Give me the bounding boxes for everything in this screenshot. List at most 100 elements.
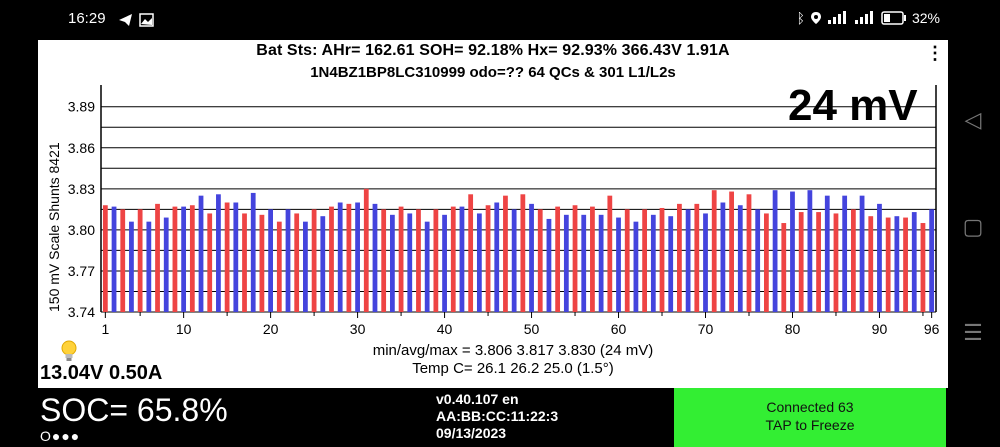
- cell-bar-82: [807, 190, 813, 312]
- cell-bar-3: [120, 209, 126, 312]
- cell-bar-85: [833, 213, 839, 312]
- x-ticks: 1 10 20 30 40 50 60 70 80 90 96: [101, 312, 940, 337]
- recents-icon[interactable]: ☰: [963, 320, 983, 345]
- chart-grid: [100, 85, 937, 313]
- cell-bar-35: [398, 206, 404, 312]
- cell-bar-66: [668, 216, 674, 312]
- battery-percent: 32%: [911, 10, 940, 26]
- cell-bar-9: [172, 206, 178, 312]
- mac-address: AA:BB:CC:11:22:3: [436, 408, 559, 424]
- status-right: ᛒ 32%: [797, 10, 940, 26]
- telegram-icon: [119, 14, 132, 26]
- cell-bar-73: [729, 191, 734, 312]
- x-tick-label: 80: [785, 321, 801, 337]
- vehicle-info-line: 1N4BZ1BP8LC310999 odo=?? 64 QCs & 301 L1…: [310, 64, 676, 81]
- overflow-menu-icon[interactable]: ⋮: [926, 43, 944, 63]
- cell-bar-42: [459, 206, 465, 312]
- cell-bar-20: [268, 209, 273, 312]
- cell-bar-77: [764, 213, 769, 312]
- cell-bar-38: [424, 221, 430, 312]
- cell-bar-29: [346, 203, 352, 312]
- cell-bar-60: [616, 217, 621, 312]
- back-icon[interactable]: ◁: [964, 107, 982, 132]
- y-tick-label: 3.77: [68, 263, 95, 279]
- navigation-bar: ◁ ▢ ☰: [948, 0, 1000, 447]
- home-icon[interactable]: ▢: [962, 214, 984, 239]
- cell-bar-55: [572, 205, 578, 312]
- cell-bar-79: [781, 223, 787, 312]
- x-tick-label: 1: [101, 321, 109, 337]
- cell-bar-59: [607, 195, 613, 312]
- cell-bar-32: [372, 203, 378, 312]
- chart-bars: [102, 188, 935, 312]
- status-icons-left: [119, 13, 154, 27]
- battery-icon: [881, 11, 906, 25]
- x-tick-label: 40: [437, 321, 453, 337]
- x-tick-label: 30: [350, 321, 366, 337]
- y-tick-label: 3.74: [68, 304, 95, 320]
- cell-bar-16: [233, 202, 239, 312]
- cell-bar-84: [824, 195, 830, 312]
- cell-bar-18: [250, 192, 256, 312]
- cell-bar-92: [894, 216, 900, 312]
- cell-bar-24: [303, 221, 308, 312]
- cell-bar-69: [694, 203, 700, 312]
- y-ticks: 3.74 3.77 3.80 3.83 3.86 3.89: [68, 99, 95, 320]
- cell-bar-49: [520, 194, 526, 312]
- cell-bar-63: [642, 209, 648, 312]
- signal-icon: [827, 11, 846, 24]
- cell-bar-48: [511, 209, 517, 312]
- cell-bar-33: [381, 209, 387, 312]
- cell-bar-40: [442, 214, 447, 312]
- aux-voltage-readout: 13.04V 0.50A: [40, 362, 163, 384]
- progress-dots: O●●●: [40, 428, 81, 444]
- cell-bar-14: [216, 194, 221, 312]
- cell-bar-15: [224, 202, 230, 312]
- connection-freeze-button[interactable]: Connected 63 TAP to Freeze: [674, 388, 946, 447]
- x-tick-label: 50: [524, 321, 540, 337]
- cell-bar-88: [859, 195, 865, 312]
- cell-bar-90: [877, 203, 882, 312]
- cell-bar-10: [181, 206, 187, 312]
- cell-bar-57: [590, 206, 595, 312]
- cell-bar-52: [546, 218, 552, 312]
- x-tick-label: 60: [611, 321, 627, 337]
- lightbulb-icon[interactable]: [58, 339, 80, 363]
- cell-bar-30: [355, 202, 360, 312]
- cell-bar-76: [755, 209, 761, 312]
- cell-bar-87: [850, 209, 856, 312]
- cell-bar-11: [189, 205, 195, 312]
- cell-bar-44: [476, 213, 482, 312]
- cell-bar-53: [555, 206, 561, 312]
- cell-voltage-chart[interactable]: 3.74 3.77 3.80 3.83 3.86 3.89 1 10 20 30 40 50 60 70…: [38, 40, 948, 340]
- cell-bar-72: [720, 202, 726, 312]
- version-text: v0.40.107 en: [436, 391, 519, 407]
- cell-bar-46: [494, 202, 500, 312]
- cell-bar-54: [563, 214, 569, 312]
- cell-bar-64: [650, 214, 656, 312]
- tap-to-freeze-label: TAP to Freeze: [765, 417, 855, 433]
- cell-bar-56: [581, 214, 587, 312]
- cell-bar-21: [276, 221, 282, 312]
- app-screen[interactable]: Bat Sts: AHr= 162.61 SOH= 92.18% Hx= 92.…: [38, 40, 948, 388]
- cell-bar-13: [207, 213, 213, 312]
- cell-bar-51: [537, 209, 543, 312]
- cell-bar-65: [659, 207, 665, 312]
- cell-bar-39: [433, 209, 439, 312]
- cell-bar-26: [320, 216, 326, 312]
- battery-status-line: Bat Sts: AHr= 162.61 SOH= 92.18% Hx= 92.…: [256, 42, 730, 59]
- cell-bar-17: [242, 213, 247, 312]
- x-tick-label: 20: [263, 321, 279, 337]
- cell-bar-8: [163, 217, 169, 312]
- status-bar: 16:29 ᛒ 32%: [0, 0, 948, 40]
- cell-bar-58: [598, 214, 604, 312]
- cell-bar-23: [294, 213, 300, 312]
- cell-bar-27: [329, 206, 334, 312]
- cell-bar-50: [529, 203, 534, 312]
- cell-bar-43: [468, 194, 474, 312]
- bluetooth-icon: ᛒ: [796, 10, 805, 26]
- cell-spread-label: 24 mV: [788, 81, 918, 130]
- cell-bar-22: [285, 209, 291, 312]
- footer-bar: SOC= 65.8% O●●● v0.40.107 en AA:BB:CC:11…: [38, 388, 948, 447]
- location-icon: [810, 12, 821, 24]
